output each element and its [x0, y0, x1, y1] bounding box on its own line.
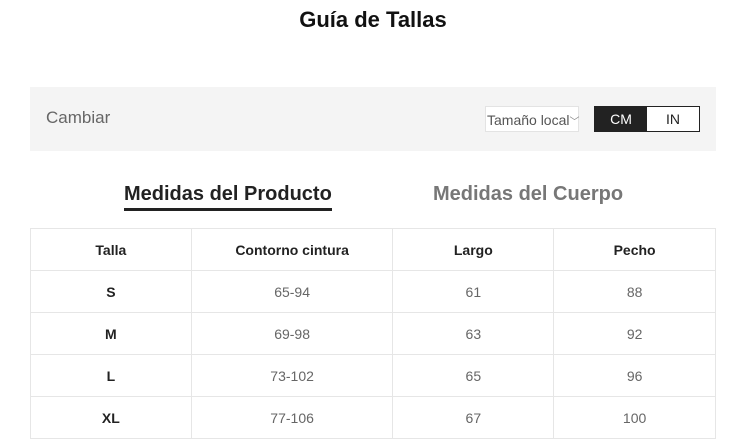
header-waist: Contorno cintura — [190, 228, 394, 271]
size-table: Talla Contorno cintura Largo Pecho S 65-9… — [30, 228, 716, 439]
table-header-row: Talla Contorno cintura Largo Pecho — [30, 228, 716, 271]
cell-waist: 69-98 — [190, 312, 394, 355]
tab-body-measurements[interactable]: Medidas del Cuerpo — [433, 183, 624, 205]
cell-size: S — [30, 270, 192, 313]
cell-length: 65 — [392, 354, 555, 397]
table-row: L 73-102 65 96 — [30, 354, 716, 397]
table-row: S 65-94 61 88 — [30, 270, 716, 313]
cell-chest: 88 — [553, 270, 716, 313]
cell-length: 67 — [392, 396, 555, 439]
cell-waist: 65-94 — [190, 270, 394, 313]
cell-waist: 77-106 — [190, 396, 394, 439]
header-length: Largo — [392, 228, 555, 271]
size-select-value: Tamaño local — [487, 112, 570, 128]
cell-chest: 96 — [553, 354, 716, 397]
page-title: Guía de Tallas — [299, 7, 447, 32]
unit-in-button[interactable]: IN — [647, 107, 699, 131]
chevron-down-icon: ﹀ — [569, 117, 580, 128]
cell-chest: 100 — [553, 396, 716, 439]
header-size: Talla — [30, 228, 192, 271]
header-chest: Pecho — [553, 228, 716, 271]
tab-product-measurements[interactable]: Medidas del Producto — [124, 183, 332, 211]
unit-cm-button[interactable]: CM — [595, 107, 647, 131]
size-select[interactable]: Tamaño local﹀ — [485, 106, 580, 132]
cell-chest: 92 — [553, 312, 716, 355]
toolbar: Cambiar Tamaño local﹀ CM IN — [30, 87, 716, 151]
table-row: M 69-98 63 92 — [30, 312, 716, 355]
cell-size: XL — [30, 396, 192, 439]
cell-size: M — [30, 312, 192, 355]
change-label: Cambiar — [46, 108, 111, 127]
cell-length: 61 — [392, 270, 555, 313]
cell-length: 63 — [392, 312, 555, 355]
unit-toggle: CM IN — [594, 106, 700, 132]
cell-size: L — [30, 354, 192, 397]
cell-waist: 73-102 — [190, 354, 394, 397]
table-row: XL 77-106 67 100 — [30, 396, 716, 439]
